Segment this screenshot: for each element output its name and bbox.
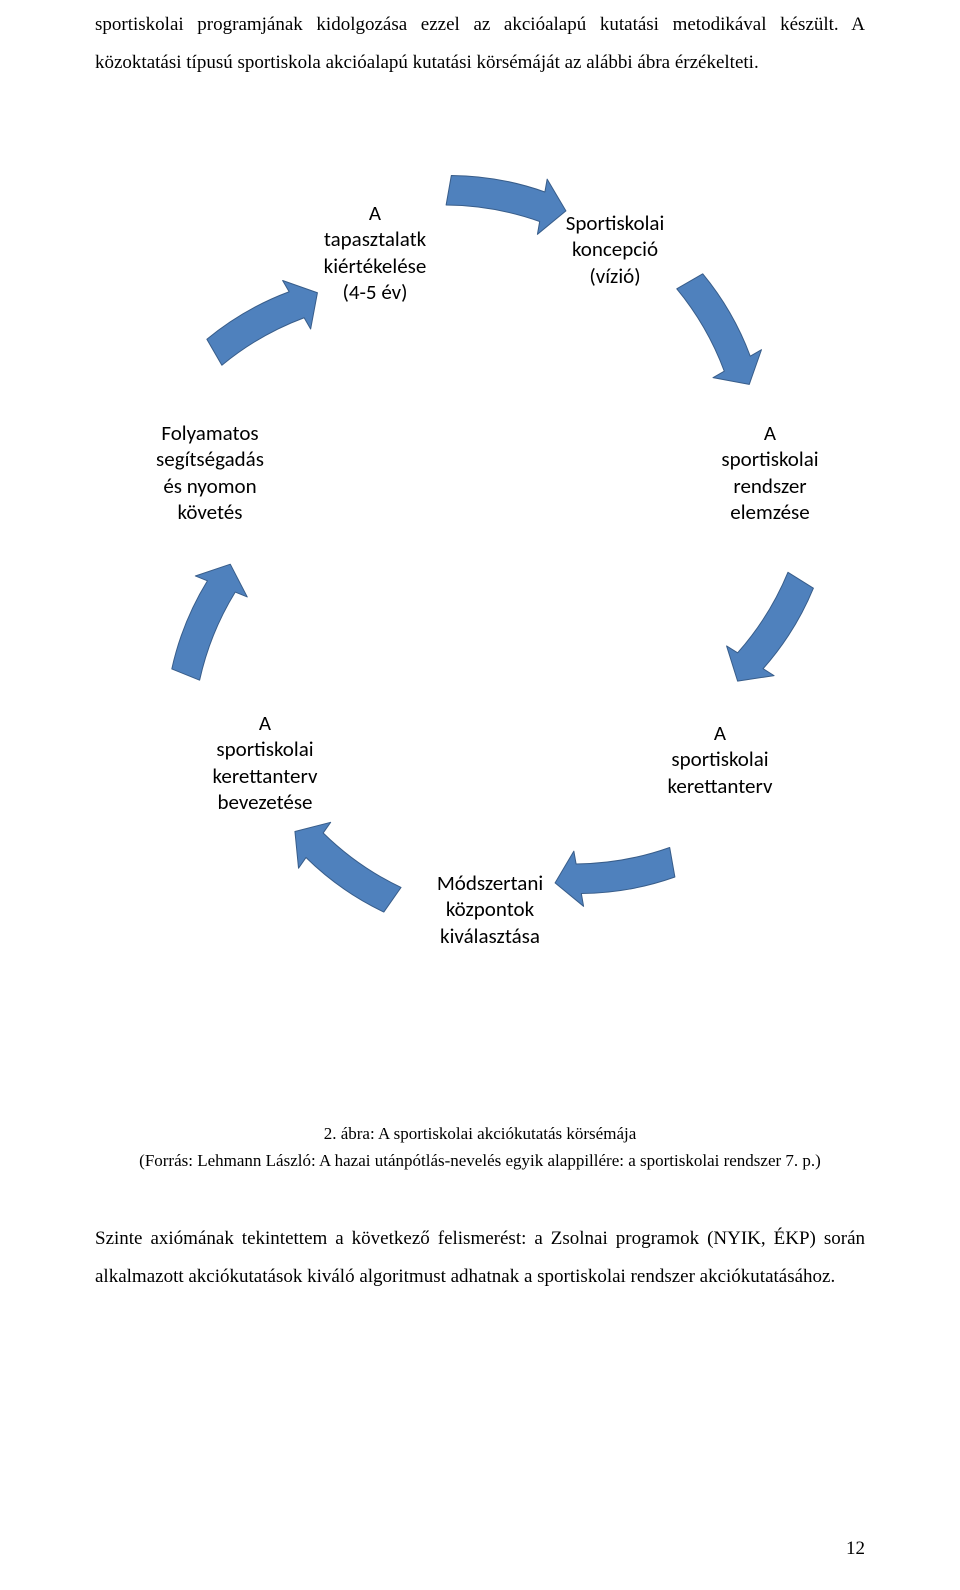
- cycle-arrow-icon: [97, 524, 309, 736]
- page: sportiskolai programjának kidolgozása ez…: [0, 0, 960, 1590]
- cycle-arrow-icon: [663, 508, 888, 733]
- top-paragraph: sportiskolai programjának kidolgozása ez…: [95, 6, 865, 82]
- cycle-node-n3: Asportiskolairendszerelemzése: [685, 420, 855, 525]
- cycle-arrow-icon: [401, 104, 590, 293]
- cycle-arrow-icon: [531, 776, 720, 965]
- caption-line-1: 2. ábra: A sportiskolai akciókutatás kör…: [324, 1124, 637, 1143]
- cycle-node-n7: Folyamatossegítségadásés nyomonkövetés: [120, 420, 300, 525]
- page-number: 12: [846, 1538, 865, 1560]
- cycle-diagram: Atapasztalatkkiértékelése(4-5 év)Sportis…: [95, 150, 865, 1080]
- figure-caption: 2. ábra: A sportiskolai akciókutatás kör…: [95, 1120, 865, 1174]
- bottom-paragraph: Szinte axiómának tekintettem a következő…: [95, 1220, 865, 1296]
- caption-line-2: (Forrás: Lehmann László: A hazai utánpót…: [139, 1151, 821, 1170]
